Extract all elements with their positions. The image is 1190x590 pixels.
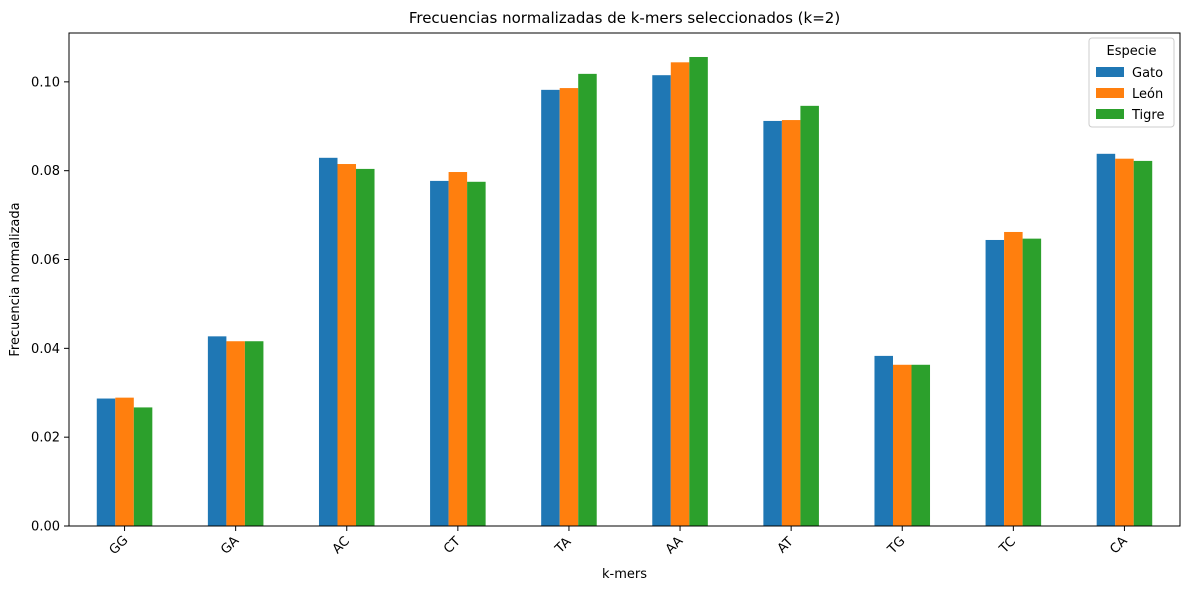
- bar-tigre-aa: [689, 56, 708, 526]
- bar-tigre-tc: [1022, 238, 1042, 526]
- legend-title: Especie: [1107, 44, 1157, 59]
- bar-gato-aa: [652, 75, 671, 526]
- x-tick-label-gg: GG: [107, 533, 132, 558]
- bar-gato-ca: [1096, 153, 1116, 527]
- legend-label-leon: León: [1132, 87, 1163, 102]
- x-tick-label-ga: GA: [218, 533, 242, 557]
- bar-gato-gg: [96, 398, 116, 526]
- bar-tigre-at: [800, 105, 819, 527]
- legend-swatch-leon: [1096, 88, 1124, 98]
- bar-leon-ct: [448, 172, 468, 526]
- legend: Especie Gato León Tigre: [1088, 37, 1175, 128]
- y-tick-label-0: 0.00: [31, 520, 60, 535]
- bar-tigre-tg: [911, 364, 931, 526]
- x-tick-label-ta: TA: [552, 535, 575, 558]
- x-tick-label-aa: AA: [663, 534, 687, 558]
- bar-leon-ta: [559, 88, 579, 526]
- bar-tigre-ca: [1133, 160, 1153, 526]
- x-tick-label-tc: TC: [996, 534, 1019, 557]
- y-axis: 0.00 0.02 0.04 0.06 0.08 0.10: [31, 75, 69, 535]
- bar-tigre-gg: [133, 407, 153, 526]
- x-tick-label-ca: CA: [1107, 534, 1130, 557]
- bar-tigre-ac: [356, 168, 375, 526]
- bar-gato-tc: [985, 239, 1005, 526]
- bar-gato-ta: [541, 89, 560, 526]
- bar-gato-tg: [874, 355, 893, 526]
- bar-tigre-ct: [467, 181, 486, 527]
- bar-tigre-ga: [244, 341, 264, 526]
- bars-group: [96, 56, 1153, 527]
- bar-gato-ct: [430, 180, 449, 526]
- bar-leon-ga: [226, 341, 245, 526]
- bar-leon-ca: [1115, 158, 1134, 526]
- x-tick-label-tg: TG: [884, 534, 908, 558]
- plot-frame: [68, 32, 1181, 527]
- legend-swatch-gato: [1096, 67, 1124, 77]
- bar-leon-ac: [337, 164, 357, 526]
- chart-title: Frecuencias normalizadas de k-mers selec…: [409, 9, 840, 27]
- bar-leon-aa: [670, 62, 690, 527]
- bar-leon-at: [781, 120, 801, 527]
- y-tick-label-1: 0.02: [31, 431, 60, 446]
- legend-swatch-tigre: [1096, 109, 1124, 119]
- legend-label-tigre: Tigre: [1131, 108, 1164, 123]
- y-tick-label-2: 0.04: [31, 342, 60, 357]
- x-axis: GG GA AC CT TA AA AT TG TC CA: [107, 526, 1131, 558]
- bar-gato-ac: [318, 157, 338, 526]
- legend-label-gato: Gato: [1132, 66, 1163, 81]
- x-axis-label: k-mers: [602, 567, 647, 582]
- y-tick-label-5: 0.10: [31, 75, 60, 90]
- x-tick-label-at: AT: [775, 535, 797, 557]
- bar-gato-at: [763, 120, 782, 526]
- bar-leon-tc: [1004, 231, 1023, 527]
- y-axis-label: Frecuencia normalizada: [8, 202, 23, 356]
- bar-leon-gg: [115, 397, 134, 526]
- bar-tigre-ta: [578, 73, 597, 526]
- legend-box: [1088, 37, 1175, 128]
- bar-leon-tg: [892, 364, 912, 526]
- x-tick-label-ac: AC: [330, 534, 353, 557]
- bar-gato-ga: [207, 336, 227, 526]
- x-tick-label-ct: CT: [441, 534, 464, 557]
- y-tick-label-4: 0.08: [31, 164, 60, 179]
- y-tick-label-3: 0.06: [31, 253, 60, 268]
